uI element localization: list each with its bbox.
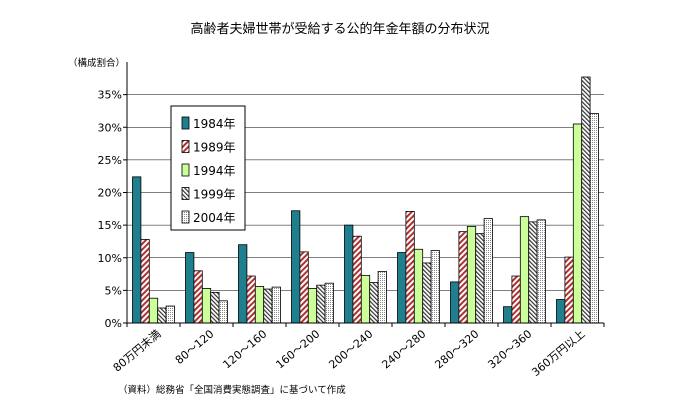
bar [581, 76, 591, 324]
x-tick-label: 320～360 [485, 327, 534, 371]
bar [572, 123, 583, 324]
chart-title: 高齢者夫婦世帯が受給する公的年金年額の分布状況 [190, 21, 489, 37]
bar [528, 221, 538, 324]
x-tick-label: 80万円未満 [111, 327, 164, 374]
bar [140, 239, 150, 324]
bars [132, 76, 599, 324]
bar [210, 291, 220, 324]
bar [589, 113, 599, 324]
source-note: （資料）総務省「全国消費実態調査」に基づいて作成 [118, 384, 346, 396]
y-tick-label: 0% [105, 317, 122, 330]
bar [564, 256, 574, 324]
bar [307, 288, 318, 324]
x-tick-label: 240～280 [379, 327, 428, 371]
x-tick-labels: 80万円未満 80～120 120～160 160～200 200～240 240～280… [111, 327, 588, 379]
legend-swatch [181, 140, 190, 153]
bar [193, 270, 203, 324]
x-tick-label: 280～320 [432, 327, 481, 371]
legend-swatch [181, 187, 190, 200]
bar [536, 219, 546, 324]
bar [377, 271, 387, 324]
bar [299, 251, 309, 324]
x-tick-label: 200～240 [326, 327, 375, 371]
axes [123, 62, 605, 327]
bar [316, 284, 326, 324]
legend-label: 1999年 [193, 188, 236, 202]
y-tick-label: 10% [98, 252, 122, 265]
bar [405, 211, 415, 324]
bar [466, 226, 477, 324]
bar [201, 288, 212, 324]
bar [263, 288, 273, 324]
bar [369, 282, 379, 324]
bar [148, 297, 159, 324]
bar [360, 274, 371, 324]
legend-swatch [181, 116, 190, 130]
legend-label: 1994年 [193, 164, 236, 178]
legend: 1984年 1989年 1994年 1999年 2004年 [170, 105, 246, 231]
bar [352, 235, 362, 324]
bar [413, 248, 424, 324]
legend-label: 2004年 [193, 211, 236, 225]
bar [132, 176, 142, 324]
bar [503, 306, 513, 324]
y-tick-label: 25% [98, 154, 122, 167]
bar [165, 305, 175, 324]
bar [458, 231, 468, 324]
bar [483, 218, 493, 324]
bar [218, 300, 228, 324]
bar [475, 233, 485, 324]
y-axis-label: （構成割合） [68, 57, 125, 69]
bar [344, 224, 354, 324]
y-tick-label: 20% [98, 187, 122, 200]
bar [556, 299, 566, 324]
y-tick-label: 35% [98, 89, 122, 102]
x-tick-label: 120～160 [220, 327, 269, 371]
bar [246, 275, 256, 324]
legend-swatch [181, 163, 190, 177]
bar [450, 281, 460, 324]
legend-label: 1984年 [193, 117, 236, 131]
bar [238, 244, 248, 324]
bar [254, 286, 265, 324]
bar [397, 252, 407, 324]
y-tick-label: 5% [105, 284, 122, 297]
bar [185, 252, 195, 324]
x-tick-label: 360万円以上 [529, 327, 587, 379]
bar [519, 216, 530, 324]
y-tick-label: 30% [98, 121, 122, 134]
bar [511, 275, 521, 324]
legend-label: 1989年 [193, 141, 236, 155]
bar [271, 286, 281, 324]
bar [422, 262, 432, 324]
x-tick-label: 80～120 [173, 327, 217, 367]
x-tick-label: 160～200 [273, 327, 322, 371]
y-tick-label: 15% [98, 219, 122, 232]
bar [430, 250, 440, 324]
bar [157, 307, 167, 324]
y-tick-labels: 0% 5% 10% 15% 20% 25% 30% 35% [98, 89, 122, 330]
bar [291, 210, 301, 324]
legend-swatch [181, 210, 190, 224]
bar [324, 282, 334, 324]
